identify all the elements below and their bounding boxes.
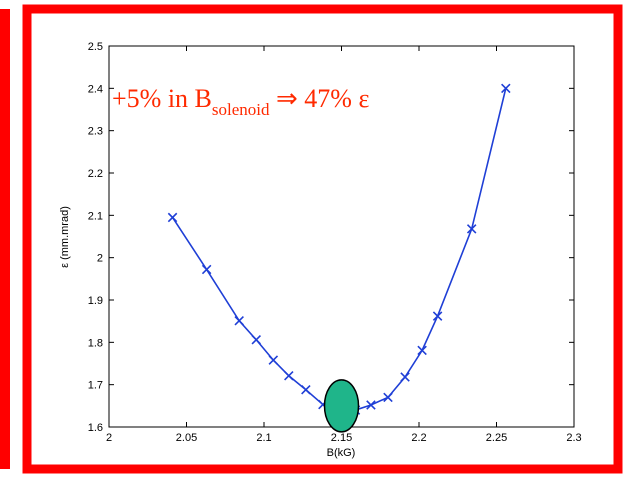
data-point-marker: [400, 372, 410, 382]
red-frame: [22, 4, 623, 474]
x-tick-label: 2.05: [176, 432, 197, 444]
plot-area: 2 2.05 2.1 2.15 2.2 2.25 2.3 1.61.71.81.922.12…: [59, 41, 582, 459]
data-point-marker: [466, 224, 477, 234]
y-tick-label: 2.1: [88, 210, 103, 222]
x-tick-label: 2.1: [256, 432, 271, 444]
x-tick-label: 2: [106, 432, 112, 444]
x-tick-label: 2.15: [331, 432, 352, 444]
y-tick-label: 1.9: [88, 295, 103, 307]
minimum-highlight-ellipse: [323, 379, 360, 433]
data-point-marker: [251, 335, 262, 345]
data-point-marker: [284, 371, 294, 381]
x-tick-label: 2.2: [411, 432, 426, 444]
annotation-prefix: +5% in B: [112, 84, 212, 113]
data-point-marker: [432, 311, 443, 321]
y-tick-label: 1.6: [88, 422, 103, 434]
red-frame-left-bar: [0, 9, 10, 469]
x-axis-label: B(kG): [327, 447, 356, 459]
data-point-marker: [501, 83, 511, 94]
y-tick-label: 2.5: [88, 41, 103, 53]
annotation-subscript: solenoid: [212, 100, 270, 119]
data-point-marker: [417, 345, 427, 356]
data-point-marker: [167, 212, 178, 223]
x-tick-label: 2.25: [486, 432, 507, 444]
data-point-marker: [366, 400, 376, 410]
y-axis-label: ε (mm.mrad): [59, 206, 71, 268]
annotation-text: +5% in Bsolenoid ⇒ 47% ε: [112, 84, 369, 119]
y-tick-label: 2: [97, 253, 103, 265]
y-tick-label: 1.7: [88, 380, 103, 392]
axes-box: [108, 45, 575, 428]
y-tick-label: 2.3: [88, 126, 103, 138]
x-tick-label: 2.3: [566, 432, 581, 444]
annotation-suffix: ⇒ 47% ε: [270, 84, 370, 113]
data-point-marker: [383, 392, 393, 403]
data-point-marker: [301, 384, 311, 395]
y-tick-label: 2.4: [88, 83, 103, 95]
x-axis-ticks: 2 2.05 2.1 2.15 2.2 2.25 2.3: [106, 46, 582, 444]
data-point-marker: [234, 315, 244, 326]
y-tick-label: 2.2: [88, 168, 103, 180]
data-point-marker: [201, 264, 212, 275]
data-point-marker: [268, 355, 279, 365]
y-axis-ticks: 1.6 1.7 1.8 1.9 2 2.1 2.2 2.3 2.4 2.5: [88, 41, 574, 434]
y-tick-label: 1.8: [88, 337, 103, 349]
